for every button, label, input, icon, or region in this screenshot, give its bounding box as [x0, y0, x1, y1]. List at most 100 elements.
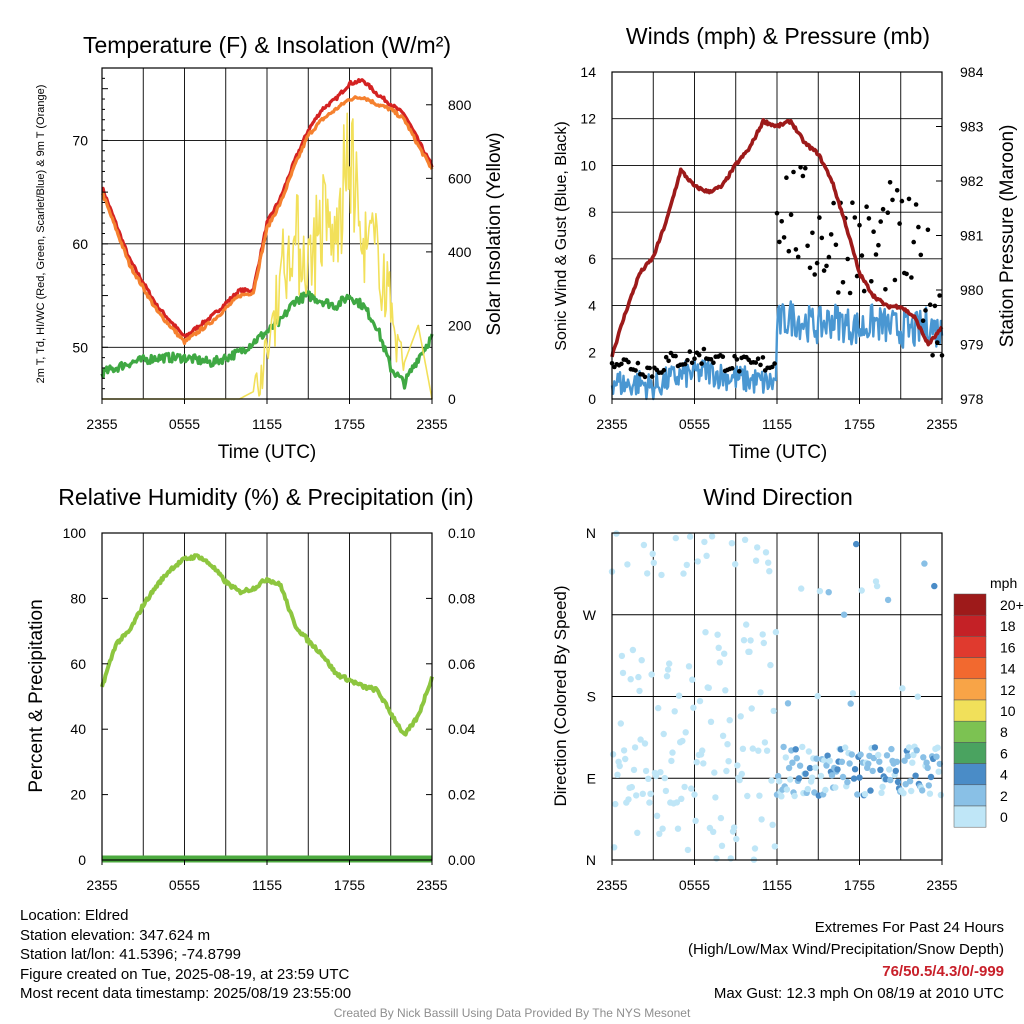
gust-point — [831, 200, 836, 206]
gust-point — [824, 263, 829, 269]
direction-point — [887, 776, 894, 784]
direction-point — [776, 778, 783, 785]
y2-tick-label: 0.02 — [448, 787, 475, 803]
x-tick-label: 1755 — [844, 416, 875, 432]
y-tick-label: 40 — [70, 721, 86, 737]
gust-point — [916, 224, 921, 230]
gust-point — [852, 215, 858, 220]
direction-point — [685, 663, 693, 670]
y-tick-label: 0 — [588, 391, 596, 407]
direction-point — [609, 751, 617, 758]
colorbar-swatch — [953, 614, 987, 637]
colorbar-swatch — [953, 699, 987, 722]
gust-point — [873, 252, 879, 257]
gust-point — [899, 198, 905, 204]
direction-point — [617, 720, 624, 727]
direction-point — [921, 560, 928, 567]
humidity-grid — [142, 533, 392, 860]
direction-point — [725, 758, 732, 765]
direction-point — [743, 621, 750, 628]
direction-point — [717, 814, 725, 822]
direction-point — [618, 652, 626, 660]
direction-point — [646, 799, 653, 806]
colorbar-swatch — [953, 678, 987, 701]
gust-point — [800, 173, 806, 179]
colorbar-swatch — [953, 763, 987, 786]
direction-point — [701, 538, 708, 546]
y-tick-label: 14 — [580, 64, 596, 80]
direction-point — [713, 855, 720, 862]
temperature-title: Temperature (F) & Insolation (W/m²) — [83, 32, 451, 58]
colorbar-swatch — [953, 805, 987, 828]
y2-tick-label: 0.10 — [448, 525, 475, 541]
direction-point — [655, 704, 662, 712]
direction-point — [693, 759, 700, 766]
x-tick-label: 2355 — [596, 877, 627, 893]
direction-point — [752, 557, 760, 564]
direction-point — [727, 855, 734, 862]
gust-point — [864, 204, 869, 209]
gust-point — [781, 235, 787, 240]
direction-point — [650, 559, 657, 566]
direction-point — [657, 769, 664, 776]
y2-tick-label: 0.04 — [448, 721, 475, 737]
y2-tick-label: 980 — [960, 282, 984, 298]
y2-tick-label: 984 — [960, 64, 984, 80]
direction-point — [858, 587, 865, 594]
colorbar-label: 20+ — [1000, 597, 1024, 613]
gust-point — [760, 355, 766, 360]
gust-point — [812, 272, 817, 277]
direction-point — [871, 744, 879, 751]
pressure-ylabel: Station Pressure (Maroon) — [997, 125, 1018, 348]
rh-series-line — [100, 553, 434, 737]
temperature-xlabel: Time (UTC) — [218, 442, 317, 463]
direction-point — [751, 845, 759, 852]
direction-point — [805, 748, 813, 755]
direction-point — [879, 783, 886, 790]
colorbar-label: 8 — [1000, 724, 1008, 740]
gust-point — [894, 188, 900, 193]
gust-point — [633, 368, 638, 373]
direction-point — [758, 816, 765, 823]
direction-point — [732, 561, 739, 568]
direction-point — [904, 752, 912, 760]
direction-point — [816, 587, 824, 595]
humidity-ticks: 2355 0555 1155 1755 23550204060801000.000.02… — [63, 525, 476, 893]
direction-point — [780, 743, 787, 751]
gust-point — [920, 318, 926, 324]
humidity-ylabel: Percent & Precipitation — [26, 599, 47, 792]
gust-point — [803, 165, 808, 171]
direction-point — [680, 570, 687, 577]
colorbar-title: mph — [990, 575, 1017, 591]
direction-point — [714, 631, 721, 638]
humidity-panel: Relative Humidity (%) & Precipitation (i… — [26, 484, 475, 893]
gust-point — [880, 206, 886, 212]
y-tick-label: 70 — [72, 132, 88, 148]
y-tick-label: N — [586, 525, 596, 541]
direction-point — [622, 755, 629, 763]
direction-point — [849, 690, 857, 697]
y-tick-label: 2 — [588, 344, 596, 360]
temp-series-line — [101, 78, 434, 338]
direction-point — [769, 821, 776, 828]
gust-point — [795, 254, 801, 260]
gust-point — [649, 374, 655, 379]
x-tick-label: 2355 — [416, 877, 447, 893]
gust-point — [840, 280, 846, 285]
gust-point — [699, 361, 704, 366]
direction-point — [642, 767, 650, 775]
direction-point — [668, 757, 675, 765]
direction-point — [771, 843, 778, 850]
gust-point — [774, 210, 780, 216]
direction-point — [737, 713, 744, 720]
direction-point — [795, 775, 803, 782]
direction-point — [926, 790, 934, 797]
direction-point — [934, 744, 941, 751]
winds-ylabel: Sonic Wind & Gust (Blue, Black) — [553, 121, 570, 350]
colorbar-label: 12 — [1000, 682, 1016, 698]
gust-point — [642, 374, 648, 380]
direction-point — [648, 671, 655, 678]
direction-point — [910, 751, 917, 759]
direction-point — [857, 751, 864, 758]
